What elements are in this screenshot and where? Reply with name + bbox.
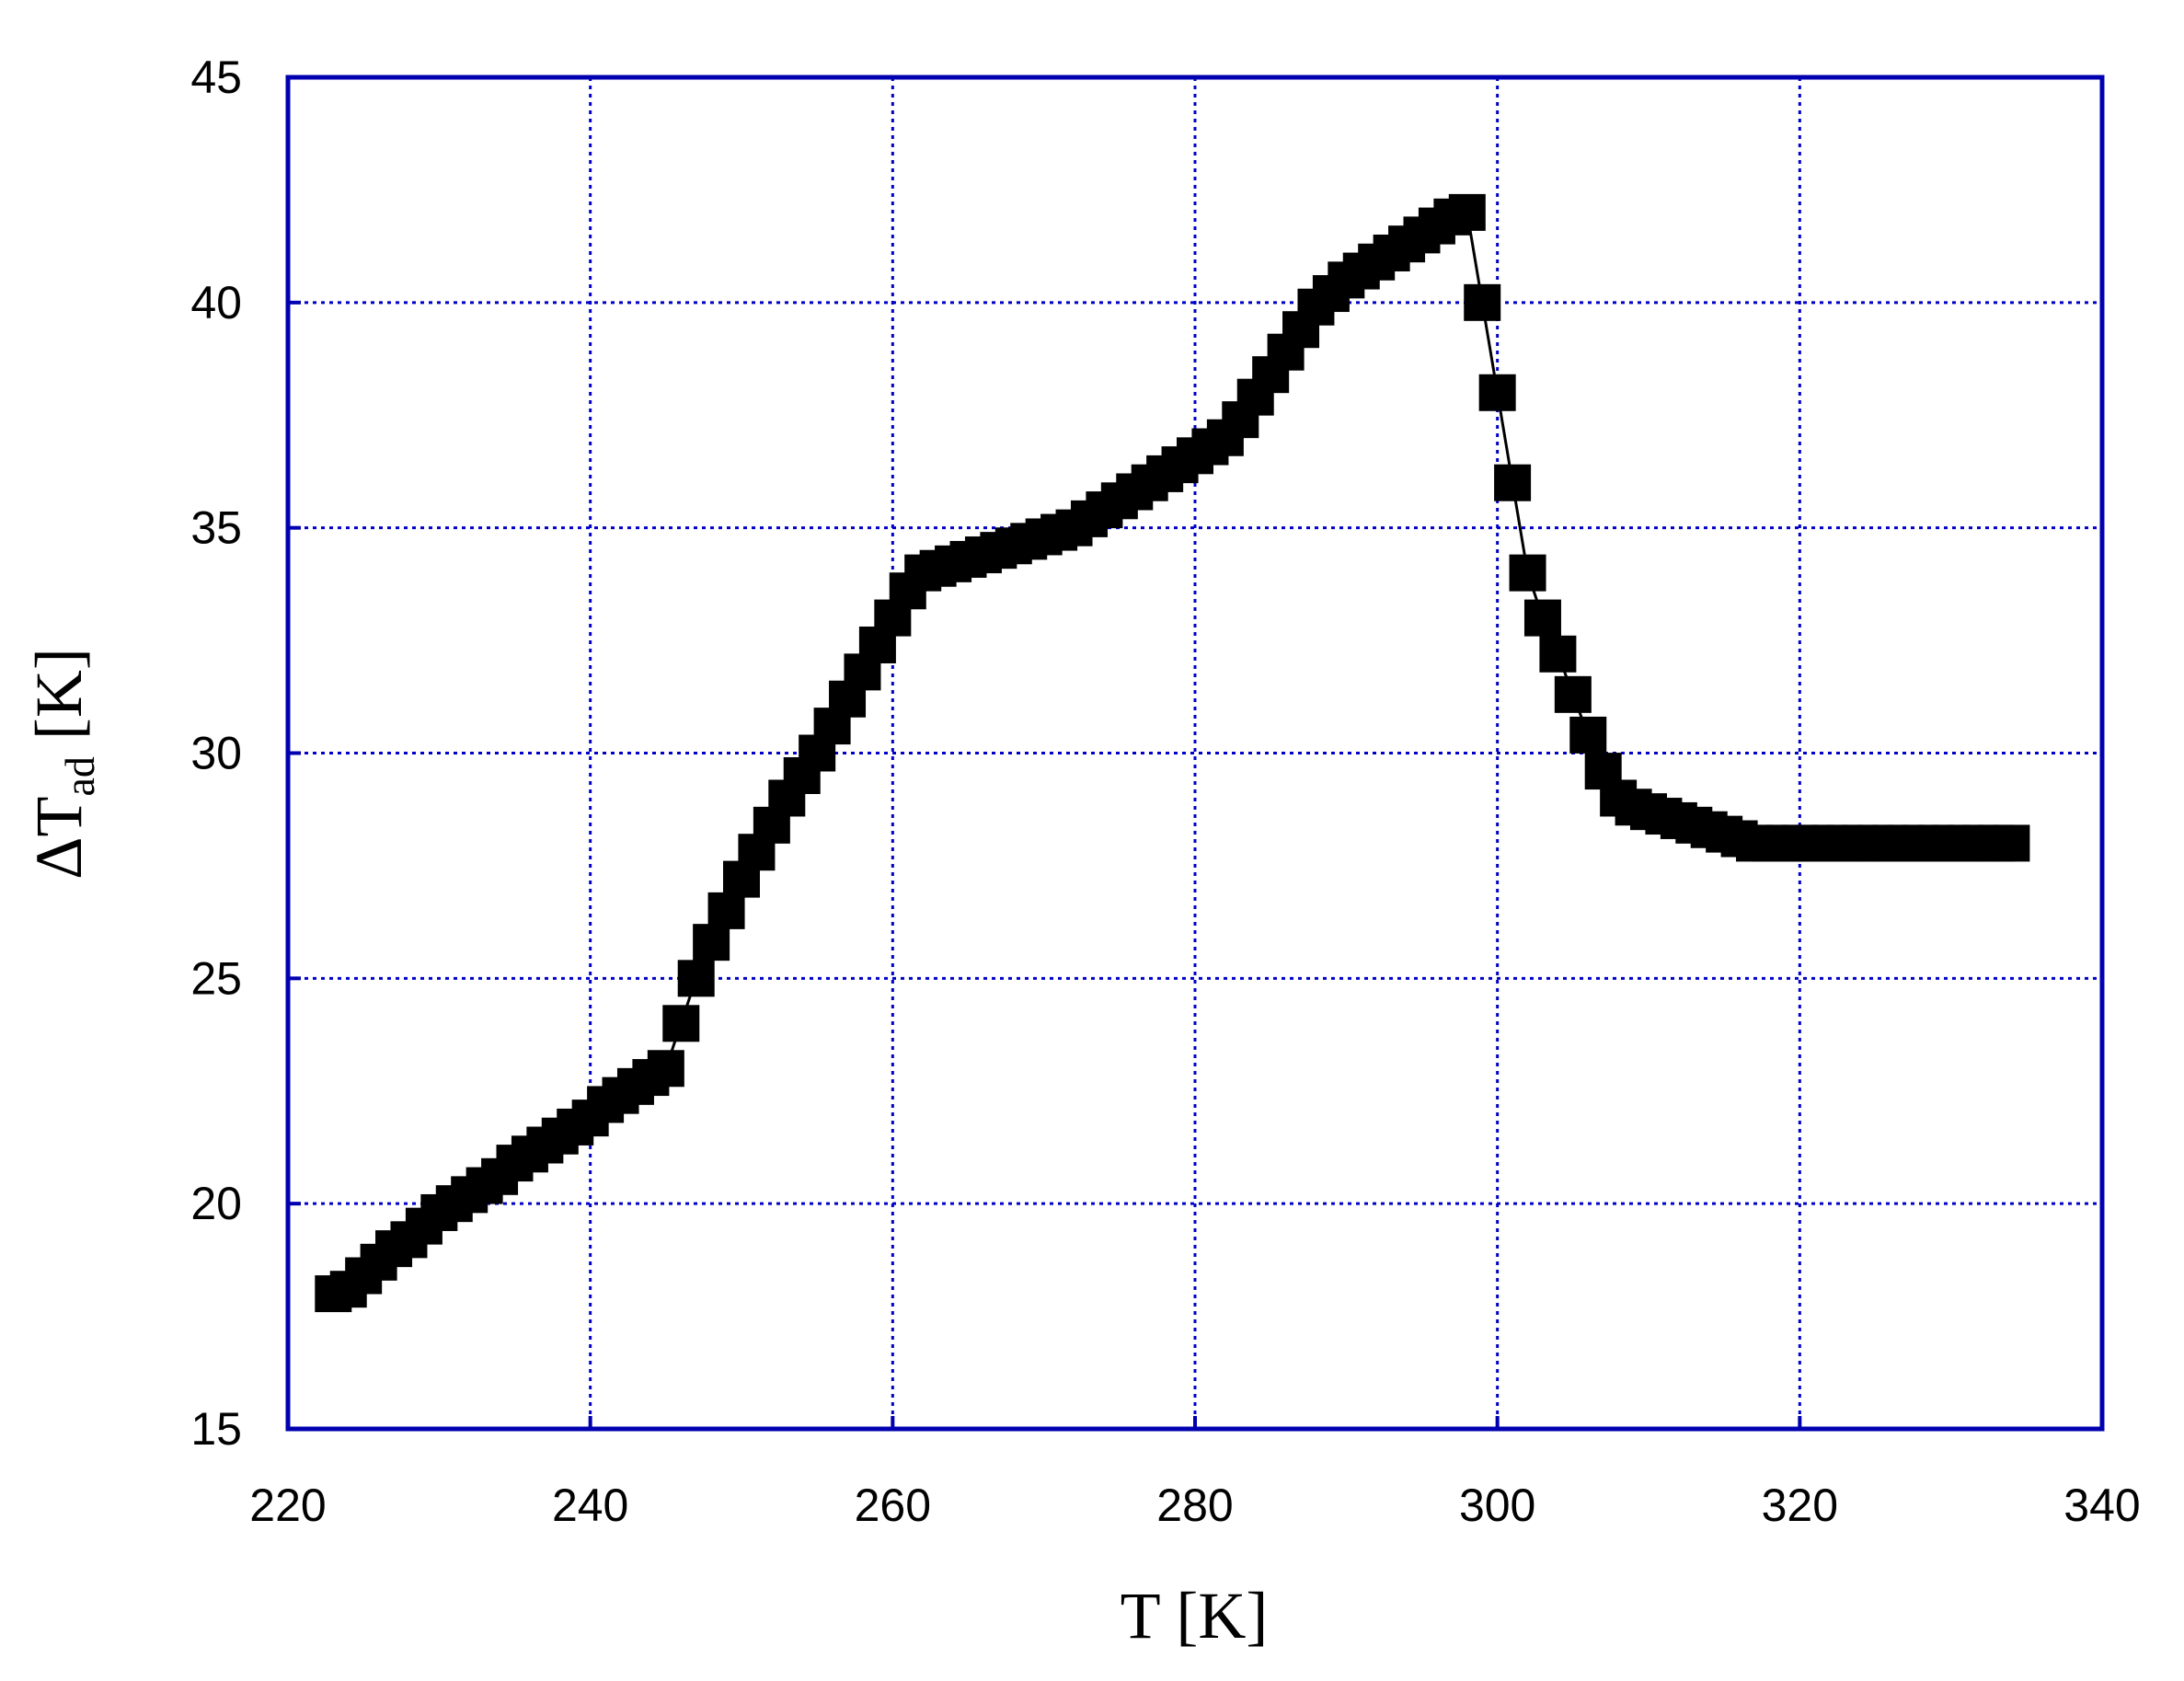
grid-lines	[286, 75, 2104, 1431]
data-point	[1464, 283, 1501, 321]
data-point	[647, 1050, 684, 1088]
data-point	[662, 1005, 700, 1042]
y-tick-label: 30	[190, 728, 242, 779]
data-point	[707, 892, 745, 929]
data-point	[1494, 464, 1532, 501]
y-axis-label-subscript: ad	[56, 756, 103, 796]
data-point	[677, 960, 715, 997]
x-tick-label: 220	[249, 1480, 326, 1531]
y-tick-label: 45	[190, 52, 242, 103]
x-tick-labels: 220 240 260 280 300 320 340	[249, 1480, 2140, 1531]
y-axis-label: ΔTad [K]	[22, 648, 103, 880]
x-tick-label: 340	[2063, 1480, 2140, 1531]
x-tick-label: 300	[1459, 1480, 1535, 1531]
x-tick-label: 320	[1762, 1480, 1838, 1531]
x-tick-label: 280	[1156, 1480, 1233, 1531]
y-tick-label: 40	[190, 277, 242, 328]
data-point	[1554, 675, 1592, 713]
y-tick-label: 35	[190, 502, 242, 554]
data-point	[1509, 554, 1546, 592]
y-tick-label: 15	[190, 1403, 242, 1455]
data-point	[1569, 716, 1607, 754]
y-tick-labels: 15 20 25 30 35 40 45	[190, 52, 242, 1455]
y-tick-label: 25	[190, 952, 242, 1004]
data-point	[1448, 193, 1486, 231]
y-axis-label-prefix: ΔT	[22, 797, 96, 880]
data-series	[315, 193, 2030, 1313]
x-axis-label: T [K]	[1121, 1579, 1269, 1652]
y-tick-label: 20	[190, 1178, 242, 1229]
y-axis-label-suffix: [K]	[22, 648, 96, 756]
data-point	[1523, 599, 1561, 637]
data-point	[1539, 635, 1577, 673]
data-point	[693, 924, 730, 961]
x-tick-label: 260	[855, 1480, 931, 1531]
data-point	[1478, 374, 1516, 411]
plot-frame	[285, 75, 2105, 1432]
data-point	[1993, 824, 2030, 862]
x-tick-label: 240	[552, 1480, 628, 1531]
